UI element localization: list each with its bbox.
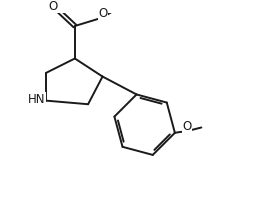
Text: HN: HN: [28, 93, 46, 106]
Text: O: O: [182, 120, 192, 133]
Text: O: O: [99, 7, 108, 20]
Text: O: O: [48, 0, 57, 13]
